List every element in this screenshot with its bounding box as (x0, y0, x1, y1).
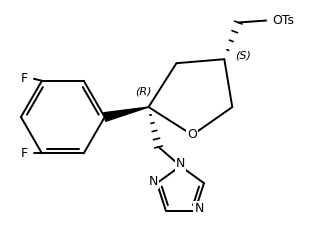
Text: F: F (21, 72, 28, 85)
Polygon shape (104, 107, 149, 121)
Text: O: O (188, 128, 197, 141)
Text: OTs: OTs (272, 14, 294, 27)
Text: N: N (148, 175, 158, 188)
Text: F: F (21, 147, 28, 160)
Text: N: N (176, 157, 185, 170)
Text: N: N (194, 202, 204, 215)
Text: (S): (S) (236, 50, 251, 60)
Text: (R): (R) (136, 87, 152, 97)
